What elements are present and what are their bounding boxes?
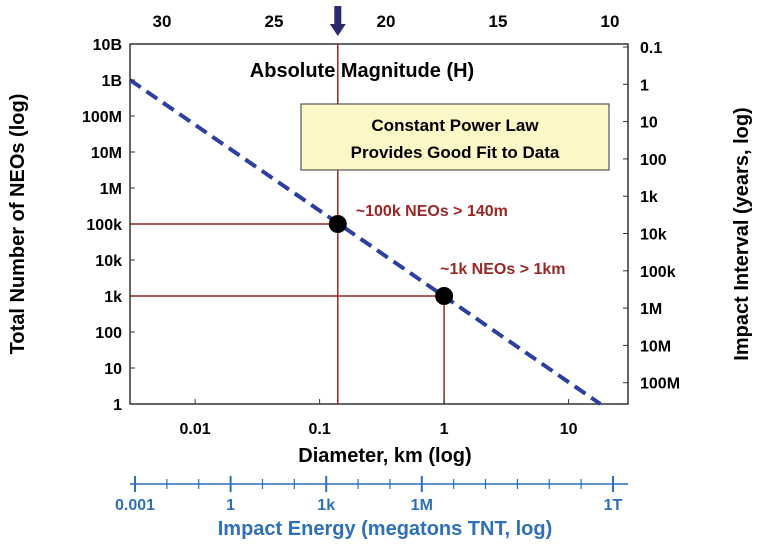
- point-label: ~1k NEOs > 1km: [440, 261, 565, 278]
- top-axis-label: Absolute Magnitude (H): [250, 60, 474, 82]
- annotation-box: Constant Power Law Provides Good Fit to …: [300, 103, 610, 171]
- y-tick-label: 10B: [93, 37, 122, 54]
- top-tick-label: 10: [601, 12, 620, 31]
- x-tick-label: 10: [560, 421, 578, 438]
- annotation-line: Constant Power Law: [371, 116, 539, 135]
- right-tick-label: 100: [640, 152, 667, 169]
- y-tick-label: 100k: [86, 217, 122, 234]
- right-tick-label: 0.1: [640, 40, 662, 57]
- y-tick-label: 10k: [95, 253, 122, 270]
- energy-tick-label: 0.001: [115, 497, 155, 514]
- x-tick-label: 0.01: [180, 421, 211, 438]
- right-tick-label: 1M: [640, 301, 662, 318]
- right-tick-label: 100k: [640, 264, 676, 281]
- x-tick-label: 1: [440, 421, 449, 438]
- x-axis-ticks: 0.01 0.1 1 10: [180, 399, 578, 438]
- y-tick-label: 10: [104, 361, 122, 378]
- right-y-axis-label: Impact Interval (years, log): [731, 107, 753, 360]
- top-axis-ticks: 30 25 20 15 10: [153, 12, 620, 31]
- y-tick-label: 100M: [82, 109, 122, 126]
- y-tick-label: 1M: [100, 181, 122, 198]
- energy-tick-label: 1M: [411, 497, 433, 514]
- y-tick-label: 1k: [104, 289, 122, 306]
- x-axis-label: Diameter, km (log): [298, 445, 471, 467]
- y-tick-label: 1: [113, 397, 122, 414]
- guide-lines: [130, 44, 445, 404]
- power-law-fit-line: [128, 78, 602, 406]
- point-label: ~100k NEOs > 140m: [356, 203, 508, 220]
- highlight-points: ~100k NEOs > 140m ~1k NEOs > 1km: [328, 203, 566, 305]
- energy-tick-label: 1: [226, 497, 235, 514]
- energy-tick-label: 1T: [604, 497, 623, 514]
- top-tick-label: 25: [265, 12, 284, 31]
- y-tick-label: 100: [95, 325, 122, 342]
- right-tick-label: 10: [640, 115, 658, 132]
- highlight-point: [328, 215, 347, 233]
- right-tick-label: 10M: [640, 338, 671, 355]
- top-tick-label: 20: [377, 12, 396, 31]
- energy-tick-label: 1k: [317, 497, 335, 514]
- magnitude-arrow-icon: [329, 6, 346, 36]
- right-tick-label: 1: [640, 77, 649, 94]
- y-axis-ticks: 10B 1B 100M 10M 1M 100k 10k 1k 100 10 1: [82, 37, 135, 414]
- top-tick-label: 15: [489, 12, 508, 31]
- energy-axis-label: Impact Energy (megatons TNT, log): [218, 518, 552, 540]
- right-axis-ticks: 0.1 1 10 100 1k 10k 100k 1M 10M 100M: [623, 40, 680, 393]
- energy-axis: 0.001 1 1k 1M 1T: [115, 476, 628, 514]
- highlight-point: [435, 287, 454, 305]
- right-tick-label: 1k: [640, 189, 658, 206]
- y-axis-label: Total Number of NEOs (log): [7, 94, 29, 355]
- right-tick-label: 100M: [640, 376, 680, 393]
- right-tick-label: 10k: [640, 227, 667, 244]
- x-tick-label: 0.1: [308, 421, 330, 438]
- y-tick-label: 10M: [91, 145, 122, 162]
- top-tick-label: 30: [153, 12, 172, 31]
- y-tick-label: 1B: [102, 73, 122, 90]
- annotation-line: Provides Good Fit to Data: [351, 143, 560, 162]
